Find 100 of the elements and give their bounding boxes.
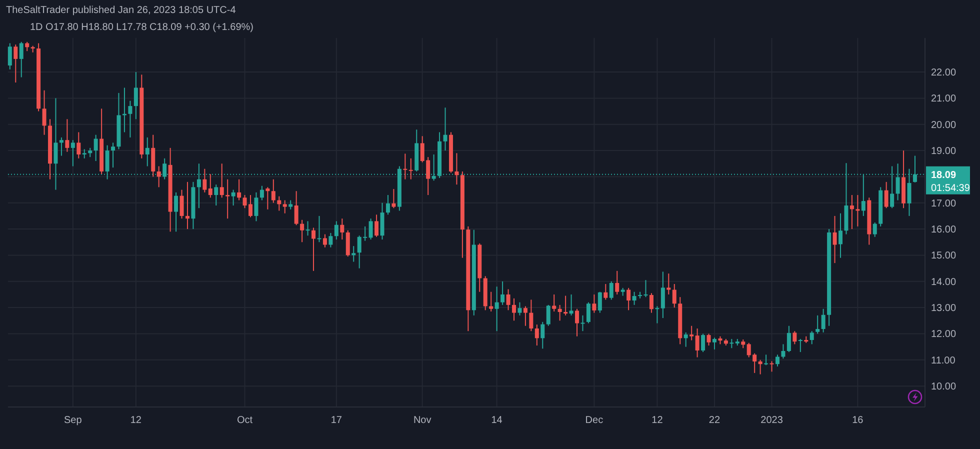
- candlestick: [604, 284, 608, 300]
- candlestick: [580, 314, 585, 332]
- candlestick: [872, 222, 877, 238]
- candlestick: [76, 132, 81, 159]
- candlestick: [403, 153, 408, 180]
- candlestick: [592, 294, 596, 314]
- candlestick: [82, 148, 86, 159]
- candlestick: [94, 134, 98, 162]
- candlestick: [861, 174, 866, 216]
- candlestick: [408, 158, 413, 180]
- candlestick: [454, 152, 459, 186]
- candlestick: [701, 333, 706, 353]
- chart-title: TheSaltTrader published Jan 26, 2023 18:05 UTC-4: [6, 5, 236, 16]
- candlestick: [59, 136, 64, 156]
- candlestick: [781, 344, 786, 360]
- candlestick: [586, 302, 590, 324]
- ref-line-label: 18.09: [931, 170, 956, 181]
- candlestick: [626, 287, 631, 311]
- candlestick: [856, 194, 860, 227]
- candlestick: [575, 308, 580, 337]
- candlestick: [208, 174, 212, 198]
- candlestick: [792, 330, 797, 345]
- candlestick: [214, 184, 218, 206]
- candlestick: [489, 291, 494, 312]
- candlestick: [632, 291, 636, 306]
- candlestick: [88, 147, 92, 158]
- candlestick: [65, 118, 70, 152]
- candlestick: [540, 321, 545, 350]
- x-tick-label: Nov: [413, 415, 432, 426]
- y-tick-label: 11.00: [931, 355, 956, 366]
- y-tick-label: 13.00: [931, 303, 956, 314]
- candlestick: [25, 41, 30, 52]
- candlestick: [523, 306, 528, 326]
- candlestick: [271, 178, 276, 204]
- y-tick-label: 10.00: [931, 382, 956, 393]
- candlestick: [884, 181, 888, 209]
- candlestick: [226, 178, 230, 220]
- candlestick: [340, 218, 344, 240]
- candlestick: [111, 142, 116, 168]
- candlestick: [832, 215, 837, 264]
- candlestick: [552, 294, 556, 312]
- x-tick-label: Sep: [64, 415, 82, 426]
- candlestick: [838, 212, 843, 258]
- candlestick: [128, 100, 132, 138]
- candlestick: [317, 215, 322, 243]
- candlestick: [260, 185, 264, 201]
- candlestick: [254, 192, 258, 222]
- candlestick: [202, 168, 207, 193]
- candlestick: [105, 144, 110, 180]
- candlestick: [294, 190, 298, 226]
- candlestick: [534, 324, 539, 346]
- candlestick: [506, 288, 510, 311]
- candlestick: [19, 41, 24, 78]
- candlestick: [288, 200, 293, 210]
- candlestick: [380, 202, 384, 240]
- candlestick: [346, 230, 350, 258]
- candlestick: [14, 44, 18, 83]
- y-tick-label: 19.00: [931, 146, 956, 158]
- candlestick: [558, 304, 562, 322]
- x-tick-label: Oct: [236, 415, 253, 426]
- x-tick-label: 14: [491, 415, 503, 426]
- candlestick: [237, 178, 242, 201]
- y-tick-label: 16.00: [931, 224, 956, 236]
- candlestick: [180, 189, 184, 220]
- candlestick: [266, 186, 270, 210]
- candlestick: [666, 273, 671, 295]
- x-tick-label: 17: [330, 415, 342, 426]
- x-tick-label: 12: [652, 415, 664, 426]
- candlestick: [174, 192, 178, 232]
- y-tick-label: 20.00: [931, 120, 956, 131]
- candlestick: [368, 218, 373, 240]
- candlestick: [798, 338, 802, 353]
- y-tick-label: 17.00: [931, 198, 956, 210]
- candlestick: [312, 227, 316, 272]
- candlestick: [306, 220, 310, 236]
- candlestick: [684, 332, 688, 348]
- chart-subtitle: 1D O17.80 H18.80 L17.78 C18.09 +0.30 (+1.69%): [30, 22, 254, 33]
- candlestick: [443, 107, 448, 152]
- candlestick: [518, 302, 522, 316]
- candlestick: [569, 294, 574, 316]
- candlestick: [598, 291, 602, 314]
- candlestick: [655, 306, 660, 324]
- candlestick: [334, 220, 338, 240]
- y-tick-label: 14.00: [931, 276, 956, 288]
- x-tick-label: 22: [708, 415, 720, 426]
- candlestick: [706, 333, 711, 346]
- candlestick: [134, 72, 138, 120]
- candlestick: [730, 338, 734, 349]
- text: 01:54:39: [931, 182, 970, 194]
- candlestick: [220, 163, 224, 198]
- candlestick: [764, 354, 768, 366]
- candlestick: [758, 359, 762, 375]
- candlestick: [649, 292, 654, 314]
- candlestick: [672, 284, 676, 308]
- candlestick: [615, 270, 620, 295]
- candlestick: [386, 194, 390, 216]
- candlestick: [70, 140, 75, 167]
- candlestick: [392, 188, 396, 209]
- candlestick: [810, 330, 814, 345]
- x-tick-label: 12: [130, 415, 142, 426]
